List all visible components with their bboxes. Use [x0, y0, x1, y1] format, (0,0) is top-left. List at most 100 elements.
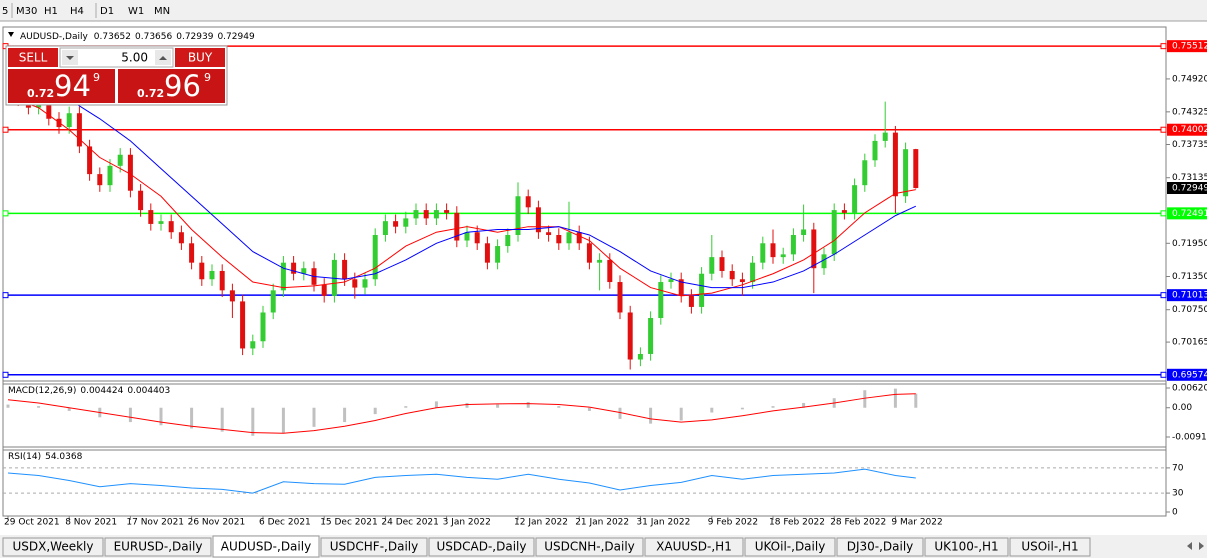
candle-body [107, 165, 113, 186]
tab[interactable] [924, 537, 1009, 557]
y-tick-label: 0.73735 [1172, 140, 1207, 150]
bid-point: 9 [93, 71, 100, 84]
level-handle [2, 292, 9, 299]
macd-bar [893, 388, 897, 408]
level-tag [1167, 123, 1207, 136]
candle-body [862, 160, 868, 186]
lot-input[interactable] [59, 47, 174, 68]
candle-body [382, 221, 388, 235]
timeframe-button[interactable]: W1 [128, 6, 144, 17]
ask-box[interactable] [118, 69, 225, 103]
macd-bar [710, 407, 714, 413]
x-tick-label: 31 Jan 2022 [636, 518, 690, 528]
candle-body [882, 132, 888, 141]
tab[interactable] [535, 537, 644, 557]
tab-label: UKOil-,Daily [755, 540, 826, 554]
tab[interactable] [428, 537, 535, 557]
y-tick-label: 0.006201 [1172, 383, 1207, 393]
candle-body [393, 221, 399, 227]
tab[interactable] [744, 537, 836, 557]
timeframe-button[interactable]: M30 [16, 6, 37, 17]
candle-body [209, 270, 215, 280]
buy-button[interactable] [175, 48, 225, 67]
candle-body [117, 154, 123, 166]
x-tick-label: 9 Mar 2022 [891, 518, 942, 528]
timeframe-button[interactable]: 5 [2, 6, 8, 17]
candle-body [260, 312, 266, 342]
candle-body [668, 279, 674, 283]
candle-body [229, 290, 235, 302]
x-tick-label: 8 Nov 2021 [65, 518, 117, 528]
candle-body [739, 279, 745, 283]
y-tick-label: 0.73135 [1172, 173, 1207, 183]
macd-bar [404, 406, 408, 408]
level-tag [1167, 207, 1207, 220]
candle-body [852, 185, 858, 213]
candle-body [566, 232, 572, 244]
macd-bar [618, 407, 622, 419]
candle-body [678, 279, 684, 296]
candle-body [617, 282, 623, 313]
candle-body [790, 234, 796, 255]
bid-prefix: 0.72 [27, 87, 54, 100]
macd-bar [128, 407, 132, 423]
tab[interactable] [836, 537, 924, 557]
timeframe-button[interactable]: MN [154, 6, 170, 17]
timeframe-button[interactable]: H1 [44, 6, 58, 17]
candle-body [648, 318, 654, 354]
macd-header: MACD(12,26,9) 0.004424 0.004403 [8, 386, 170, 396]
tab-scroll[interactable] [1187, 542, 1204, 550]
candle-body [454, 212, 460, 241]
plot-layer: 0.74920 0.74325 0.73735 0.73135 0.71950 0.713… [2, 40, 1207, 528]
tab[interactable] [212, 535, 320, 558]
symbol-title: AUDUSD-,Daily [20, 32, 88, 42]
buy-label: BUY [188, 51, 213, 65]
trade-panel: SELL 5.00 BUY 0.72 94 9 0.72 96 9 [5, 45, 228, 106]
candle-body [495, 246, 501, 263]
macd-value: 0.004424 [80, 386, 123, 396]
tab[interactable] [104, 537, 212, 557]
candle-body [240, 301, 246, 349]
macd-bar [587, 407, 591, 411]
lot-up-icon [159, 56, 167, 60]
macd-bar [67, 407, 71, 411]
y-tick-label: 0 [1172, 508, 1178, 518]
timeframe-button[interactable]: D1 [100, 6, 114, 17]
macd-bar [373, 407, 377, 415]
macd-bar [863, 390, 867, 408]
candle-body [780, 254, 786, 258]
tab[interactable] [2, 537, 104, 557]
candle-body [811, 229, 817, 269]
level-tag [1167, 368, 1207, 381]
tab-label: EURUSD-,Daily [114, 540, 203, 554]
bid-box[interactable] [8, 69, 115, 103]
toolbar [0, 0, 1207, 21]
y-tick-label: 0.71950 [1172, 239, 1207, 249]
candle-body [872, 140, 878, 161]
x-tick-label: 24 Dec 2021 [381, 518, 439, 528]
y-tick-label: 0.74325 [1172, 107, 1207, 117]
candle-body [699, 273, 705, 307]
level-label: 0.75512 [1172, 42, 1207, 52]
x-tick-label: 6 Dec 2021 [259, 518, 311, 528]
macd-bar [740, 407, 744, 410]
close: 0.72949 [217, 32, 254, 42]
tab[interactable] [1009, 537, 1091, 557]
tab[interactable] [644, 537, 744, 557]
tab[interactable] [320, 537, 428, 557]
sell-button[interactable] [8, 48, 58, 67]
candle-body [535, 207, 541, 233]
candle-body [433, 210, 439, 219]
level-tag [1167, 289, 1207, 302]
timeframe-bar: 5 M30 H1 H4 D1 W1 MN [2, 3, 170, 18]
candle-body [168, 221, 174, 233]
level-handle [2, 126, 9, 133]
candle-body [821, 254, 827, 269]
macd-bar [190, 407, 194, 429]
timeframe-button[interactable]: H4 [70, 6, 84, 17]
candle-body [148, 210, 154, 224]
y-tick-label: -0.00919 [1172, 433, 1207, 443]
candle-body [97, 174, 103, 186]
macd-bar [281, 407, 285, 434]
rsi-value: 54.0368 [45, 452, 82, 462]
